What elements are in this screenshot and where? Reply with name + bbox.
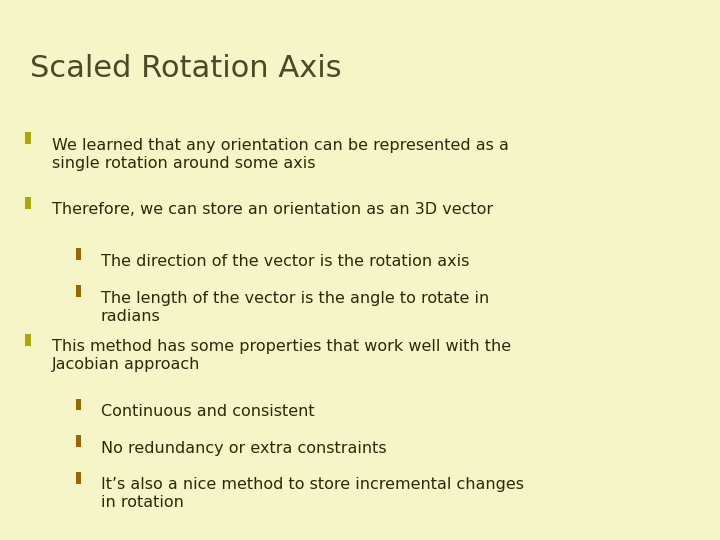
Text: The direction of the vector is the rotation axis: The direction of the vector is the rotat…: [101, 254, 469, 269]
FancyBboxPatch shape: [76, 435, 81, 447]
Text: No redundancy or extra constraints: No redundancy or extra constraints: [101, 441, 387, 456]
FancyBboxPatch shape: [76, 248, 81, 260]
FancyBboxPatch shape: [76, 472, 81, 484]
Text: Continuous and consistent: Continuous and consistent: [101, 404, 315, 419]
FancyBboxPatch shape: [25, 334, 31, 346]
Text: The length of the vector is the angle to rotate in
radians: The length of the vector is the angle to…: [101, 291, 489, 323]
Text: We learned that any orientation can be represented as a
single rotation around s: We learned that any orientation can be r…: [52, 138, 509, 171]
FancyBboxPatch shape: [76, 285, 81, 297]
FancyBboxPatch shape: [76, 399, 81, 410]
Text: Therefore, we can store an orientation as an 3D vector: Therefore, we can store an orientation a…: [52, 202, 493, 218]
FancyBboxPatch shape: [25, 132, 31, 144]
Text: It’s also a nice method to store incremental changes
in rotation: It’s also a nice method to store increme…: [101, 477, 523, 510]
Text: Scaled Rotation Axis: Scaled Rotation Axis: [30, 54, 342, 83]
Text: This method has some properties that work well with the
Jacobian approach: This method has some properties that wor…: [52, 339, 511, 372]
FancyBboxPatch shape: [25, 197, 31, 209]
